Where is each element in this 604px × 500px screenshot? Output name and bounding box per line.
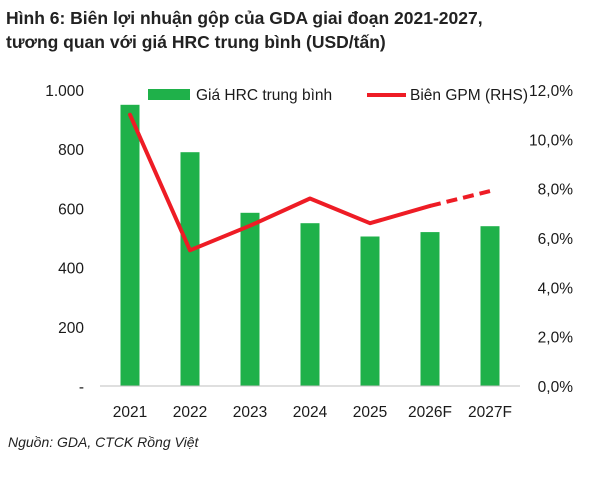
legend-bar-swatch — [148, 89, 190, 100]
y-left-tick-label: 800 — [58, 142, 84, 159]
x-tick-label-2023: 2023 — [233, 404, 267, 421]
x-tick-label-2025: 2025 — [353, 404, 387, 421]
y-right-tick-label: 12,0% — [529, 83, 573, 100]
bar-2025 — [360, 236, 380, 386]
gpm-line-forecast — [429, 189, 491, 208]
chart-title: Hình 6: Biên lợi nhuận gộp của GDA giai … — [6, 6, 598, 54]
x-tick-label-2026F: 2026F — [408, 404, 452, 421]
y-left-tick-label: 1.000 — [45, 83, 84, 100]
gpm-line-actual — [128, 112, 432, 253]
x-tick-label-2021: 2021 — [113, 404, 147, 421]
bar-2021 — [120, 104, 140, 387]
legend-bar-label: Giá HRC trung bình — [196, 87, 332, 104]
y-left-tick-label: - — [79, 379, 84, 396]
y-left-tick-label: 400 — [58, 261, 84, 278]
source-note: Nguồn: GDA, CTCK Rồng Việt — [8, 434, 199, 450]
chart-title-line1: Hình 6: Biên lợi nhuận gộp của GDA giai … — [6, 8, 483, 28]
y-right-tick-label: 10,0% — [529, 132, 573, 149]
x-tick-label-2022: 2022 — [173, 404, 207, 421]
y-right-tick-label: 4,0% — [538, 280, 574, 297]
bar-2024 — [300, 223, 320, 386]
y-right-tick-label: 8,0% — [538, 182, 574, 199]
y-left-tick-label: 600 — [58, 201, 84, 218]
bar-2027F — [480, 226, 500, 386]
y-right-tick-label: 0,0% — [538, 379, 574, 396]
x-tick-label-2027F: 2027F — [468, 404, 512, 421]
y-right-tick-label: 6,0% — [538, 231, 574, 248]
x-tick-label-2024: 2024 — [293, 404, 328, 421]
chart-title-line2: tương quan với giá HRC trung bình (USD/t… — [6, 32, 386, 52]
y-left-tick-label: 200 — [58, 320, 84, 337]
legend-line-label: Biên GPM (RHS) — [410, 87, 528, 104]
bar-2026F — [420, 232, 440, 386]
bar-2023 — [240, 212, 260, 386]
bar-2022 — [180, 152, 200, 386]
y-right-tick-label: 2,0% — [538, 330, 574, 347]
